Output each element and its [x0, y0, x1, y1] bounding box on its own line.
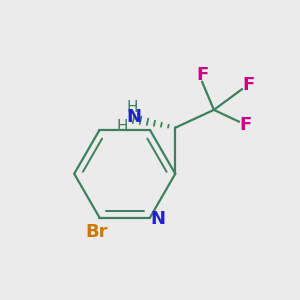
- Text: F: F: [240, 116, 252, 134]
- Text: Br: Br: [85, 223, 108, 241]
- Text: N: N: [126, 108, 141, 126]
- Text: F: F: [243, 76, 255, 94]
- Text: H: H: [117, 119, 128, 134]
- Text: H: H: [126, 100, 138, 115]
- Text: F: F: [196, 66, 208, 84]
- Text: N: N: [150, 210, 165, 228]
